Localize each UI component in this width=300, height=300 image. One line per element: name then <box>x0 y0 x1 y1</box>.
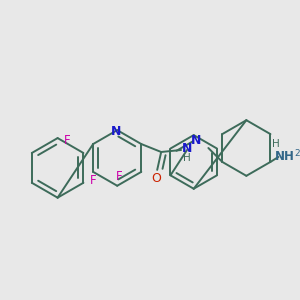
Text: 2: 2 <box>294 149 300 158</box>
Text: F: F <box>90 174 97 187</box>
Text: H: H <box>272 139 279 149</box>
Text: N: N <box>111 124 122 138</box>
Text: N: N <box>182 142 192 154</box>
Text: N: N <box>190 134 201 147</box>
Text: F: F <box>64 134 71 147</box>
Text: F: F <box>116 170 122 183</box>
Text: O: O <box>151 172 161 185</box>
Text: NH: NH <box>274 151 294 164</box>
Text: H: H <box>183 153 191 163</box>
